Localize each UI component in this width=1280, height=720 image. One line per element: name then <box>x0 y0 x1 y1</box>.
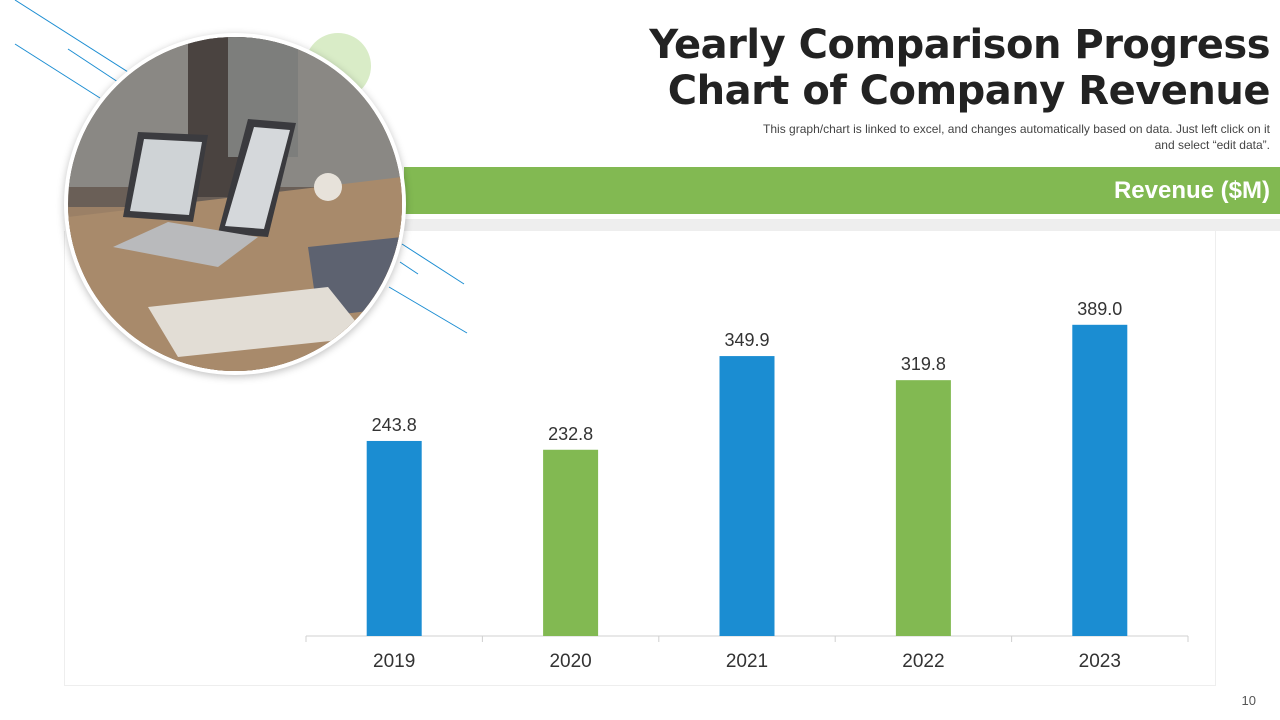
bar-2019 <box>366 440 422 636</box>
office-photo <box>68 37 402 371</box>
x-tick-label-2019: 2019 <box>373 651 415 672</box>
x-tick-label-2021: 2021 <box>726 651 768 672</box>
title-line-2: Chart of Company Revenue <box>667 68 1271 114</box>
data-label-2022: 319.8 <box>901 354 946 374</box>
data-label-2023: 389.0 <box>1077 299 1122 319</box>
x-tick-label-2022: 2022 <box>902 651 944 672</box>
band-shadow <box>360 219 1280 231</box>
data-label-2021: 349.9 <box>724 330 769 350</box>
office-photo-frame <box>64 33 406 375</box>
x-tick-label-2023: 2023 <box>1079 651 1121 672</box>
bar-2022 <box>895 380 951 636</box>
bar-2021 <box>719 356 775 636</box>
data-label-2020: 232.8 <box>548 424 593 444</box>
bar-2020 <box>543 449 599 636</box>
chart-title: Revenue ($M) <box>1113 177 1270 204</box>
title-line-1: Yearly Comparison Progress <box>649 22 1270 68</box>
page-number: 10 <box>1241 693 1256 708</box>
chart-title-band: Revenue ($M) <box>404 167 1280 214</box>
x-tick-label-2020: 2020 <box>549 651 591 672</box>
page-subtitle: This graph/chart is linked to excel, and… <box>763 122 1270 152</box>
page-title: Yearly Comparison Progress Chart of Comp… <box>630 22 1270 114</box>
data-label-2019: 243.8 <box>372 415 417 435</box>
bar-2023 <box>1072 324 1128 636</box>
chart-frame <box>64 231 1216 686</box>
